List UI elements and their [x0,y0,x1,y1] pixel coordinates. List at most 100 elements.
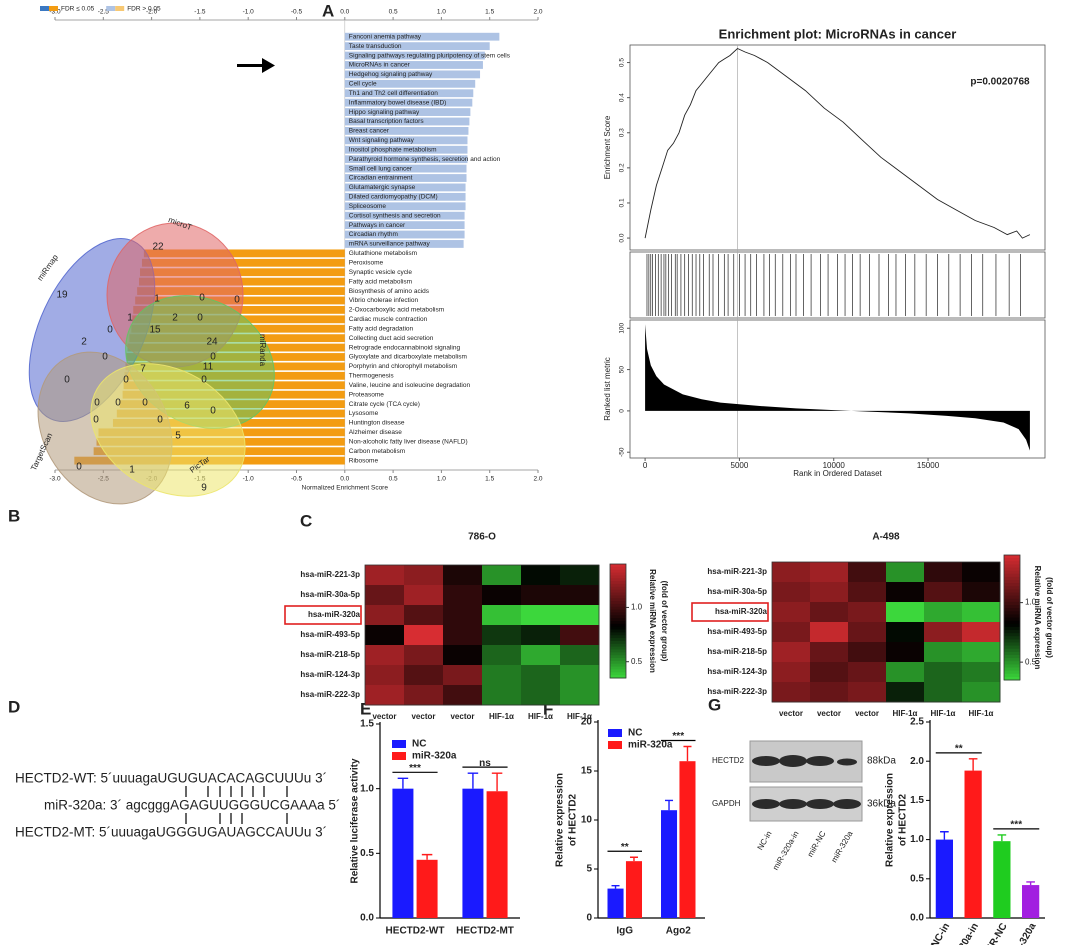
column-label: HIF-1α [528,712,553,721]
heat-cell [810,622,849,643]
bar [935,839,953,918]
heat-cell [848,562,887,583]
error-bar [1026,881,1035,886]
heat-cell [521,645,561,666]
heat-cell [772,622,811,643]
chart-title: A-498 [872,532,900,543]
category-label: Parathyroid hormone synthesis, secretion… [349,156,501,163]
y-tick-label: 2.0 [910,756,924,767]
colorbar-step [1004,570,1020,575]
colorbar-step [610,603,626,608]
colorbar-step [1004,658,1020,662]
metric-area [645,324,1030,451]
error-bar [467,772,479,789]
legend-swatch [40,6,49,11]
colorbar-step [1004,558,1020,562]
y2-tick-label: -50 [619,447,626,457]
x-tick-label: 1.5 [485,9,494,16]
colorbar-step [1004,555,1020,559]
category-label: Pathways in cancer [349,222,406,229]
error-bar [997,834,1007,842]
bar [679,761,696,918]
colorbar-step [1004,573,1020,578]
x-tick-label: -0.5 [291,476,303,483]
heat-cell [810,582,849,603]
bar [140,268,345,277]
region-count: 0 [102,352,108,363]
bar [344,117,470,126]
colorbar-step [610,564,626,568]
y-tick-label: 0.0 [619,233,626,242]
bar [344,183,466,192]
region-count: 0 [94,398,100,409]
colorbar-step [1004,592,1020,597]
x-tick-label: 1.0 [437,9,446,16]
y-tick-label: 0.5 [910,873,924,884]
heat-cell [482,605,522,626]
legend-label: NC [628,728,642,739]
y2-tick-label: 50 [619,366,626,374]
plot-frame [629,44,1046,251]
colorbar-step [1004,620,1020,625]
legend-swatch [608,741,622,749]
bar [993,841,1011,918]
colorbar-step [1004,645,1020,650]
heat-cell [443,565,483,586]
category-label: Fatty acid metabolism [349,278,412,285]
x-tick-label: NC-in [929,921,952,945]
colorbar-step [610,669,626,673]
x-tick-label: HECTD2-WT [386,926,445,937]
category-label: Lysosome [349,410,379,417]
plot-frame [629,319,1046,459]
colorbar-frame [609,563,627,679]
heat-cell [443,665,483,686]
heat-cell [365,565,405,586]
heat-frame [364,564,600,706]
x-tick-label: -1.0 [243,476,255,483]
heat-cell [560,665,600,686]
category-label: Circadian rhythm [349,231,398,238]
y-tick-label: 0.2 [619,163,626,172]
bar [344,136,468,145]
row-label: hsa-miR-222-3p [300,690,360,699]
blot-bands [752,755,861,809]
enrichment-line [644,47,1031,239]
region-count: 0 [234,295,240,306]
region-count: 0 [197,313,203,324]
x-tick-label: 2.0 [533,9,542,16]
x-tick-label: Ago2 [666,926,691,937]
heat-cell [924,582,963,603]
heat-cell [962,682,1001,703]
colorbar-step [1004,655,1020,659]
colorbar-step [1004,617,1020,622]
bar [344,98,473,107]
colorbar-step [1004,661,1020,665]
colorbar-step [610,660,626,665]
y-tick-label: 15 [581,766,593,777]
heat-cell [886,642,925,663]
category-label: Th1 and Th2 cell differentiation [349,90,438,97]
error-bar [683,745,692,762]
category-label: Biosynthesis of amino acids [349,288,430,295]
y-tick-label: 0.3 [619,128,626,137]
y-axis-title: of HECTD2 [898,793,909,846]
colorbar-step [610,566,626,571]
colorbar-step [610,632,626,636]
panel-label: F [543,699,553,718]
region-count: 15 [149,325,161,336]
x-tick-label: miR-320a [1007,921,1039,945]
row-label: hsa-miR-493-5p [300,630,360,639]
column-label: vector [450,712,474,721]
significance-label: *** [409,763,421,774]
category-label: Hedgehog signaling pathway [349,71,433,78]
colorbar-title: (fold of vector group) [1045,577,1054,658]
y2-tick-label: 100 [619,322,626,333]
category-label: mRNA surveillance pathway [349,241,431,248]
colorbar-step [610,629,626,633]
bar [344,70,481,79]
annotation: p=0.0020768 [970,77,1030,88]
colorbar-step [610,623,626,628]
heat-cell [521,605,561,626]
error-bar [421,853,433,860]
category-label: Peroxisome [349,260,384,267]
